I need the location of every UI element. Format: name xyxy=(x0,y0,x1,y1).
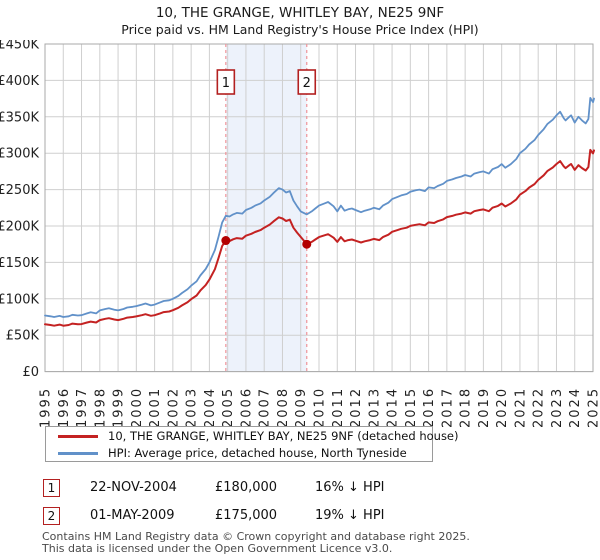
x-axis-tick-label: 2010 xyxy=(313,387,328,428)
transaction-row: 2 01-MAY-2009 £175,000 19% ↓ HPI xyxy=(0,507,600,527)
transaction-price: £175,000 xyxy=(215,508,278,523)
x-axis-tick-label: 1999 xyxy=(112,387,127,428)
transaction-date: 01-MAY-2009 xyxy=(90,508,175,523)
x-axis-tick-label: 1995 xyxy=(39,387,54,428)
y-axis-tick-label: £350K xyxy=(0,110,39,125)
x-axis-tick-label: 2016 xyxy=(422,387,437,428)
x-axis-tick-label: 2004 xyxy=(203,387,218,428)
page-title: 10, THE GRANGE, WHITLEY BAY, NE25 9NF xyxy=(155,5,445,21)
x-axis-tick-label: 2003 xyxy=(185,387,200,428)
x-axis-tick-label: 2005 xyxy=(221,387,236,428)
x-axis-tick-label: 2008 xyxy=(276,387,291,428)
x-axis-tick-label: 2014 xyxy=(386,387,401,428)
transaction-hpi-delta: 19% ↓ HPI xyxy=(315,508,385,523)
x-axis-tick-label: 2012 xyxy=(349,387,364,428)
property-price-line xyxy=(44,148,595,327)
y-axis-tick-label: £50K xyxy=(6,329,40,344)
x-axis-tick-label: 2015 xyxy=(404,387,419,428)
sale-point-dot xyxy=(302,239,312,249)
x-axis-tick-label: 1997 xyxy=(75,387,90,428)
x-axis-tick-label: 2001 xyxy=(148,387,163,428)
y-axis-tick-label: £100K xyxy=(0,292,39,307)
sale-point-dot xyxy=(221,236,231,246)
transaction-date: 22-NOV-2004 xyxy=(90,480,177,495)
x-axis-tick-label: 2025 xyxy=(587,387,600,428)
transaction-marker-1: 1 xyxy=(43,479,60,497)
y-axis-tick-label: £0 xyxy=(22,365,39,380)
x-axis-tick-label: 2023 xyxy=(550,387,565,428)
legend-item-hpi: HPI: Average price, detached house, Nort… xyxy=(46,444,432,461)
x-axis-tick-label: 2022 xyxy=(532,387,547,428)
x-axis-tick-label: 2024 xyxy=(568,387,583,428)
sale-marker-number: 2 xyxy=(303,76,311,91)
x-axis-tick-label: 2009 xyxy=(294,387,309,428)
x-axis-tick-label: 1998 xyxy=(93,387,108,428)
chart-legend: 10, THE GRANGE, WHITLEY BAY, NE25 9NF (d… xyxy=(45,426,459,462)
y-axis-tick-label: £250K xyxy=(0,183,39,198)
hpi-line-swatch xyxy=(58,452,98,455)
x-axis-tick-label: 2013 xyxy=(367,387,382,428)
x-axis-tick-label: 2020 xyxy=(495,387,510,428)
page-subtitle: Price paid vs. HM Land Registry's House … xyxy=(121,22,479,37)
legend-label: 10, THE GRANGE, WHITLEY BAY, NE25 9NF (d… xyxy=(108,429,459,443)
sale-marker-box xyxy=(297,69,317,95)
sale-marker-box xyxy=(216,69,236,95)
sale-marker-number: 1 xyxy=(222,76,230,91)
x-axis-tick-label: 1996 xyxy=(57,387,72,428)
legend-item-property: 10, THE GRANGE, WHITLEY BAY, NE25 9NF (d… xyxy=(46,427,459,444)
y-axis-tick-label: £150K xyxy=(0,256,39,271)
x-axis-tick-label: 2018 xyxy=(459,387,474,428)
legend-label: HPI: Average price, detached house, Nort… xyxy=(108,446,407,460)
y-axis-tick-label: £450K xyxy=(0,40,39,53)
x-axis-tick-label: 2021 xyxy=(513,387,528,428)
transaction-row: 1 22-NOV-2004 £180,000 16% ↓ HPI xyxy=(0,479,600,499)
licence-line: This data is licensed under the Open Gov… xyxy=(42,542,393,555)
property-line-swatch xyxy=(58,435,98,438)
between-sales-band xyxy=(225,44,307,372)
x-axis-tick-label: 2007 xyxy=(258,387,273,428)
transaction-marker-2: 2 xyxy=(43,507,60,525)
x-axis-tick-label: 2002 xyxy=(166,387,181,428)
plot-border xyxy=(44,43,594,373)
x-axis-tick-label: 2019 xyxy=(477,387,492,428)
price-history-chart: £0 £50K £100K £150K £200K £250K £300K £350K £400… xyxy=(0,40,600,428)
x-axis-tick-label: 2006 xyxy=(239,387,254,428)
transaction-hpi-delta: 16% ↓ HPI xyxy=(315,480,385,495)
transaction-price: £180,000 xyxy=(215,480,278,495)
y-axis-tick-label: £400K xyxy=(0,74,39,89)
y-axis-tick-label: £200K xyxy=(0,220,39,235)
x-axis-tick-label: 2011 xyxy=(331,387,346,428)
x-axis-tick-label: 2000 xyxy=(130,387,145,428)
hpi-line xyxy=(44,97,595,318)
x-axis-tick-label: 2017 xyxy=(440,387,455,428)
copyright-line: Contains HM Land Registry data © Crown c… xyxy=(42,530,470,543)
y-axis-tick-label: £300K xyxy=(0,147,39,162)
